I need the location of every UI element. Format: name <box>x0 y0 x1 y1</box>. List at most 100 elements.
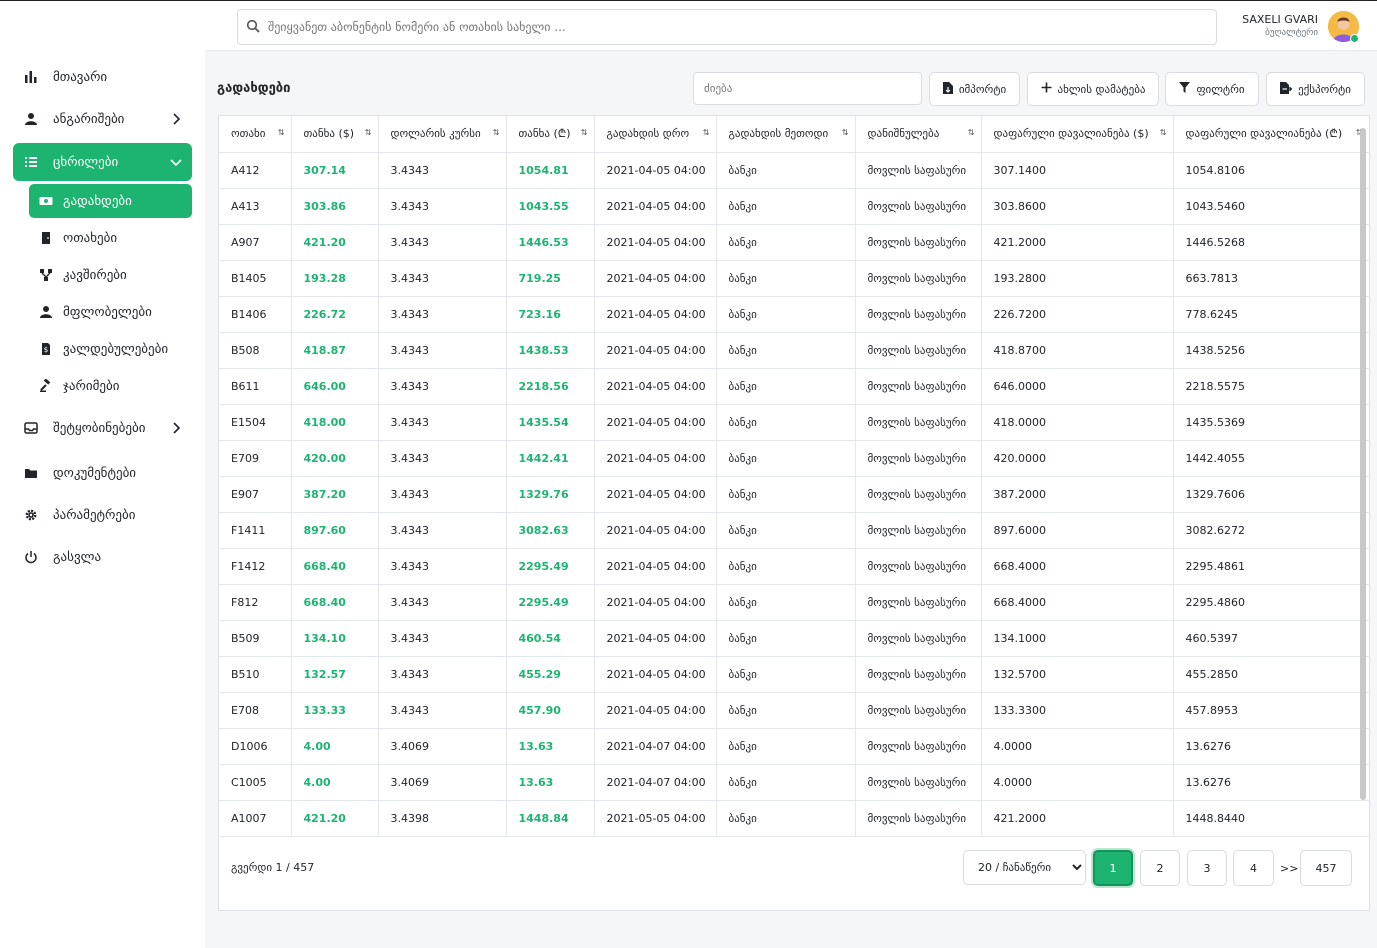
import-button[interactable]: იმპორტი <box>929 72 1020 106</box>
table-cell: 2021-04-05 04:00 <box>594 224 717 261</box>
table-cell: C1005 <box>219 764 292 801</box>
table-row[interactable]: B1405 193.28 3.4343 719.25 2021-04-05 04:00 ბ… <box>219 260 1369 297</box>
table-row[interactable]: E709 420.00 3.4343 1442.41 2021-04-05 04:00 ბ… <box>219 440 1369 477</box>
sidebar-item-notifications[interactable]: შეტყობინებები <box>13 409 192 447</box>
column-header-payment-time[interactable]: გადახდის დრო ⇅ <box>594 116 717 153</box>
sidebar-item-tables[interactable]: ცხრილები <box>13 143 192 181</box>
add-new-button[interactable]: ახლის დამატება <box>1027 72 1159 106</box>
table-row[interactable]: B510 132.57 3.4343 455.29 2021-04-05 04:00 ბა… <box>219 656 1369 693</box>
search-input[interactable] <box>268 20 1216 34</box>
table-row[interactable]: B611 646.00 3.4343 2218.56 2021-04-05 04:00 ბ… <box>219 368 1369 405</box>
sidebar-subitem-obligations[interactable]: $ ვალდებულებები <box>29 332 192 366</box>
table-row[interactable]: E708 133.33 3.4343 457.90 2021-04-05 04:00 ბა… <box>219 692 1369 729</box>
table-cell: ბანკი <box>716 620 856 657</box>
table-cell: ბანკი <box>716 188 856 225</box>
filter-button-label: ფილტრი <box>1196 82 1245 96</box>
column-header-purpose[interactable]: დანიშნულება ⇅ <box>855 116 982 153</box>
table-search-input[interactable] <box>693 72 922 105</box>
plus-icon <box>1041 82 1052 96</box>
export-button[interactable]: ექსპორტი <box>1266 72 1365 106</box>
page-size-select[interactable]: 20 / ჩანაწერი <box>963 850 1086 885</box>
table-cell: B611 <box>219 368 292 405</box>
table-cell: 3.4343 <box>378 440 507 477</box>
sidebar-subitem-connections[interactable]: კავშირები <box>29 258 192 292</box>
sidebar: მთავარი ანგარიშები ცხრილები გადახდები ოთ… <box>0 1 205 948</box>
table-cell: 193.28 <box>291 260 379 297</box>
table-row[interactable]: B508 418.87 3.4343 1438.53 2021-04-05 04:00 ბ… <box>219 332 1369 369</box>
table-cell: 2021-04-05 04:00 <box>594 548 717 585</box>
sidebar-item-label: პარამეტრები <box>53 507 136 523</box>
sidebar-subitem-fines[interactable]: ჯარიმები <box>29 369 192 403</box>
table-cell: ბანკი <box>716 332 856 369</box>
sidebar-subitem-owners[interactable]: მფლობელები <box>29 295 192 329</box>
page-button-3[interactable]: 3 <box>1187 850 1227 886</box>
table-row[interactable]: A412 307.14 3.4343 1054.81 2021-04-05 04:00 ბ… <box>219 152 1369 189</box>
table-cell: ბანკი <box>716 656 856 693</box>
table-cell: 2021-04-05 04:00 <box>594 152 717 189</box>
sort-icon: ⇅ <box>1159 128 1167 137</box>
table-row[interactable]: F812 668.40 3.4343 2295.49 2021-04-05 04:00 ბ… <box>219 584 1369 621</box>
page-button-1[interactable]: 1 <box>1093 850 1133 886</box>
sidebar-item-settings[interactable]: პარამეტრები <box>13 496 192 534</box>
table-cell: 668.40 <box>291 548 379 585</box>
table-row[interactable]: A413 303.86 3.4343 1043.55 2021-04-05 04:00 ბ… <box>219 188 1369 225</box>
sort-icon: ⇅ <box>492 128 500 137</box>
table-cell: 2295.4861 <box>1173 548 1369 585</box>
table-cell: ბანკი <box>716 800 856 837</box>
table-cell: 1054.81 <box>506 152 595 189</box>
sidebar-item-home[interactable]: მთავარი <box>13 58 192 96</box>
sidebar-item-logout[interactable]: გასვლა <box>13 538 192 576</box>
table-cell: მოვლის საფასური <box>855 332 982 369</box>
column-header-room[interactable]: ოთახი ⇅ <box>219 116 292 153</box>
vertical-scrollbar[interactable] <box>1360 128 1366 800</box>
table-row[interactable]: B1406 226.72 3.4343 723.16 2021-04-05 04:00 ბ… <box>219 296 1369 333</box>
table-cell: 2021-04-07 04:00 <box>594 764 717 801</box>
column-header-covered-debt-gel[interactable]: დაფარული დავალიანება (₾) ⇅ <box>1173 116 1369 153</box>
next-pages-button[interactable]: >> <box>1280 862 1299 875</box>
table-row[interactable]: C1005 4.00 3.4069 13.63 2021-04-07 04:00 ბანკ… <box>219 764 1369 801</box>
page-button-last[interactable]: 457 <box>1300 850 1352 886</box>
table-row[interactable]: E907 387.20 3.4343 1329.76 2021-04-05 04:00 ბ… <box>219 476 1369 513</box>
user-name: SAXELI GVARI <box>1242 13 1318 26</box>
table-cell: F1411 <box>219 512 292 549</box>
table-row[interactable]: E1504 418.00 3.4343 1435.54 2021-04-05 04:00… <box>219 404 1369 441</box>
column-header-label: გადახდის მეთოდი <box>728 127 829 141</box>
table-row[interactable]: A907 421.20 3.4343 1446.53 2021-04-05 04:00 ბ… <box>219 224 1369 261</box>
sidebar-item-documents[interactable]: დოკუმენტები <box>13 454 192 492</box>
table-row[interactable]: A1007 421.20 3.4398 1448.84 2021-05-05 04:00… <box>219 800 1369 837</box>
column-header-amount-gel[interactable]: თანხა (₾) ⇅ <box>506 116 595 153</box>
page-button-4[interactable]: 4 <box>1233 850 1274 886</box>
table-row[interactable]: F1411 897.60 3.4343 3082.63 2021-04-05 04:00… <box>219 512 1369 549</box>
table-cell: 3.4069 <box>378 728 507 765</box>
invoice-icon: $ <box>39 342 53 356</box>
global-search[interactable] <box>237 9 1217 45</box>
table-row[interactable]: F1412 668.40 3.4343 2295.49 2021-04-05 04:00… <box>219 548 1369 585</box>
table-cell: მოვლის საფასური <box>855 692 982 729</box>
column-header-exchange-rate[interactable]: დოლარის კურსი ⇅ <box>378 116 507 153</box>
table-cell: 2021-04-05 04:00 <box>594 296 717 333</box>
table-cell: 3.4343 <box>378 188 507 225</box>
table-cell: 4.0000 <box>981 728 1174 765</box>
table-cell: 455.29 <box>506 656 595 693</box>
inbox-icon <box>23 420 39 436</box>
table-cell: მოვლის საფასური <box>855 800 982 837</box>
column-header-payment-method[interactable]: გადახდის მეთოდი ⇅ <box>716 116 856 153</box>
column-header-amount-usd[interactable]: თანხა ($) ⇅ <box>291 116 379 153</box>
sidebar-item-accounts[interactable]: ანგარიშები <box>13 100 192 138</box>
sidebar-subitem-rooms[interactable]: ოთახები <box>29 221 192 255</box>
table-cell: 307.14 <box>291 152 379 189</box>
table-cell: 668.4000 <box>981 584 1174 621</box>
table-cell: 3.4343 <box>378 296 507 333</box>
sidebar-subitem-payments[interactable]: გადახდები <box>29 184 192 218</box>
column-header-covered-debt-usd[interactable]: დაფარული დავალიანება ($) ⇅ <box>981 116 1174 153</box>
table-cell: B509 <box>219 620 292 657</box>
table-row[interactable]: B509 134.10 3.4343 460.54 2021-04-05 04:00 ბა… <box>219 620 1369 657</box>
table-cell: 3.4343 <box>378 260 507 297</box>
table-row[interactable]: D1006 4.00 3.4069 13.63 2021-04-07 04:00 ბანკ… <box>219 728 1369 765</box>
table-cell: 418.87 <box>291 332 379 369</box>
page-button-2[interactable]: 2 <box>1140 850 1180 886</box>
sort-icon: ⇅ <box>277 128 285 137</box>
money-icon <box>39 194 53 208</box>
filter-button[interactable]: ფილტრი <box>1165 72 1259 106</box>
table-cell: 133.33 <box>291 692 379 729</box>
